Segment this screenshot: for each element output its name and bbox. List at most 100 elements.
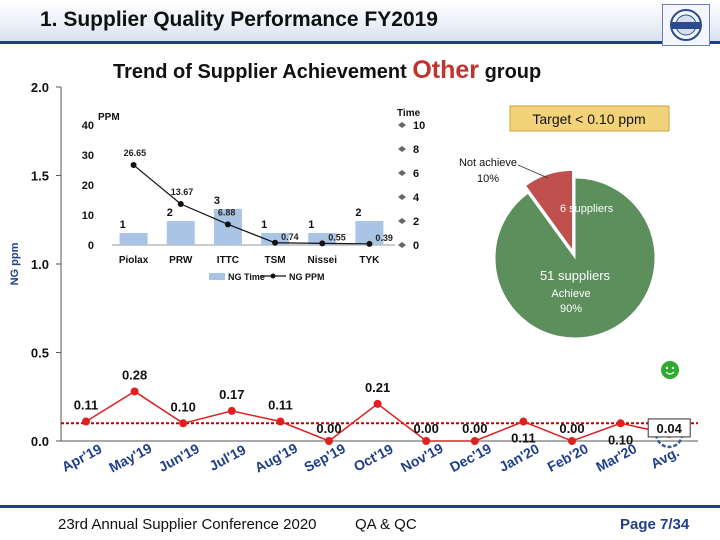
data-label: 0.11 [74, 398, 99, 413]
inset-left-tick: 0 [88, 240, 94, 252]
inset-left-tick: 30 [82, 150, 94, 162]
y-tick-label: 0.0 [31, 434, 49, 449]
smiley-mouth [665, 371, 675, 375]
pie-label-not-achieve-text: Not achieve [459, 157, 517, 169]
ng-time-label: 2 [167, 207, 173, 219]
pie-slice-achieve [494, 177, 656, 339]
inset-chart-background [62, 100, 432, 288]
supplier-category-label: TSM [265, 255, 286, 266]
ng-ppm-inset-point [177, 200, 184, 207]
ng-ppm-point [616, 419, 625, 428]
y-tick-label: 1.5 [31, 169, 49, 184]
x-tick-label: Feb'20 [545, 440, 591, 475]
legend-label-ng-time: NG Time [228, 272, 265, 282]
inset-right-axis-label: Time [397, 108, 421, 119]
inset-right-tick: 8 [413, 144, 419, 156]
inset-left-tick: 40 [82, 120, 94, 132]
ng-ppm-point [130, 387, 139, 396]
x-tick-label: Avg. [648, 444, 682, 472]
ng-ppm-point [276, 417, 285, 426]
pie-label-not-achieve-count: 6 suppliers [560, 203, 614, 215]
inset-right-tick-marker [398, 194, 406, 200]
smiley-eye [665, 366, 669, 370]
supplier-category-label: ITTC [217, 255, 239, 266]
inset-right-tick-marker [398, 170, 406, 176]
ng-ppm-inset-label: 0.74 [281, 232, 299, 242]
achievement-pie-chart: Target < 0.10 ppm 6 suppliers Not achieve 1… [459, 105, 670, 339]
y-tick-label: 2.0 [31, 80, 49, 95]
y-tick-label: 1.0 [31, 257, 49, 272]
ng-ppm-inset-point [319, 240, 326, 247]
inset-right-tick-marker [398, 242, 406, 248]
legend-label-ng-ppm: NG PPM [289, 272, 325, 282]
ng-ppm-inset-label: 0.55 [328, 232, 346, 242]
x-tick-label: Oct'19 [351, 441, 396, 475]
chart-subtitle: Trend of Supplier Achievement Other grou… [113, 56, 542, 84]
inset-right-tick-marker [398, 122, 406, 128]
ng-time-bar [119, 233, 148, 245]
x-tick-label: May'19 [106, 440, 154, 476]
inset-left-axis-label: PPM [98, 112, 120, 123]
smiley-eye [671, 366, 675, 370]
pie-label-achieve-pct: 90% [560, 303, 582, 315]
x-tick-label: Apr'19 [59, 440, 105, 474]
ng-ppm-inset-label: 26.65 [124, 148, 147, 158]
supplier-category-label: PRW [169, 255, 193, 266]
ng-ppm-inset-point [224, 221, 231, 228]
data-label: 0.10 [608, 432, 633, 447]
ng-time-label: 2 [355, 207, 361, 219]
target-label: Target < 0.10 ppm [532, 111, 645, 127]
inset-right-tick: 6 [413, 168, 419, 180]
main-chart: 0.0 0.5 1.0 1.5 2.0 NG ppm 0.11 Apr'19 0.28 May'1… [9, 80, 698, 476]
supplier-category-label: TYK [359, 255, 380, 266]
pie-slice-not-achieve [524, 169, 574, 252]
ng-ppm-inset-line [133, 164, 370, 245]
company-logo [662, 4, 710, 46]
y-axis-label: NG ppm [9, 242, 21, 285]
y-tick-label: 0.5 [31, 346, 49, 361]
inset-left-tick: 10 [82, 210, 94, 222]
ng-ppm-point [179, 419, 188, 428]
ng-ppm-inset-label: 0.39 [375, 233, 393, 243]
ng-ppm-point [568, 437, 576, 445]
data-label: 0.00 [414, 421, 439, 436]
ng-time-label: 1 [261, 219, 267, 231]
ng-time-bar [166, 221, 195, 245]
data-label: 0.10 [171, 399, 196, 414]
inset-right-tick: 4 [413, 192, 420, 204]
data-label: 0.11 [268, 398, 293, 413]
supplier-bar-chart: PPM Time 0 10 20 30 40 0 2 4 6 8 10 1 Piolax 2 PRW 3 ITTC 1… [62, 100, 432, 288]
ng-ppm-inset-point [272, 239, 279, 246]
ng-time-bar [261, 233, 290, 245]
data-label: 0.04 [657, 421, 683, 436]
smiley-face [661, 361, 679, 379]
ng-ppm-point [519, 417, 528, 426]
page-number: Page 7/34 [620, 516, 690, 533]
header-bar [0, 0, 720, 43]
x-tick-label: Nov'19 [398, 440, 446, 476]
page-title: 1. Supplier Quality Performance FY2019 [40, 8, 438, 31]
data-label: 0.11 [511, 431, 536, 446]
data-label: 0.21 [365, 380, 390, 395]
data-label: 0.17 [219, 387, 244, 402]
inset-right-tick-marker [398, 218, 406, 224]
pie-label-achieve-count: 51 suppliers [540, 268, 611, 283]
footer-conference: 23rd Annual Supplier Conference 2020 [58, 516, 317, 533]
x-tick-label: Aug'19 [252, 440, 300, 476]
ng-ppm-inset-point [130, 162, 137, 169]
supplier-category-label: Nissei [308, 255, 338, 266]
header-divider [0, 41, 720, 44]
data-label: 0.28 [122, 367, 147, 382]
ng-ppm-point [373, 399, 382, 408]
ng-time-label: 1 [120, 219, 126, 231]
ng-ppm-point [82, 417, 90, 426]
ng-ppm-inset-label: 13.67 [171, 187, 194, 197]
ng-ppm-point [422, 437, 431, 445]
legend-marker-ng-ppm [270, 273, 276, 279]
ng-ppm-point [227, 406, 236, 415]
ng-ppm-point [470, 437, 479, 445]
footer-dept: QA & QC [355, 516, 417, 533]
target-box [509, 105, 670, 132]
supplier-category-label: Piolax [119, 255, 149, 266]
ng-ppm-inset-point [366, 240, 373, 247]
